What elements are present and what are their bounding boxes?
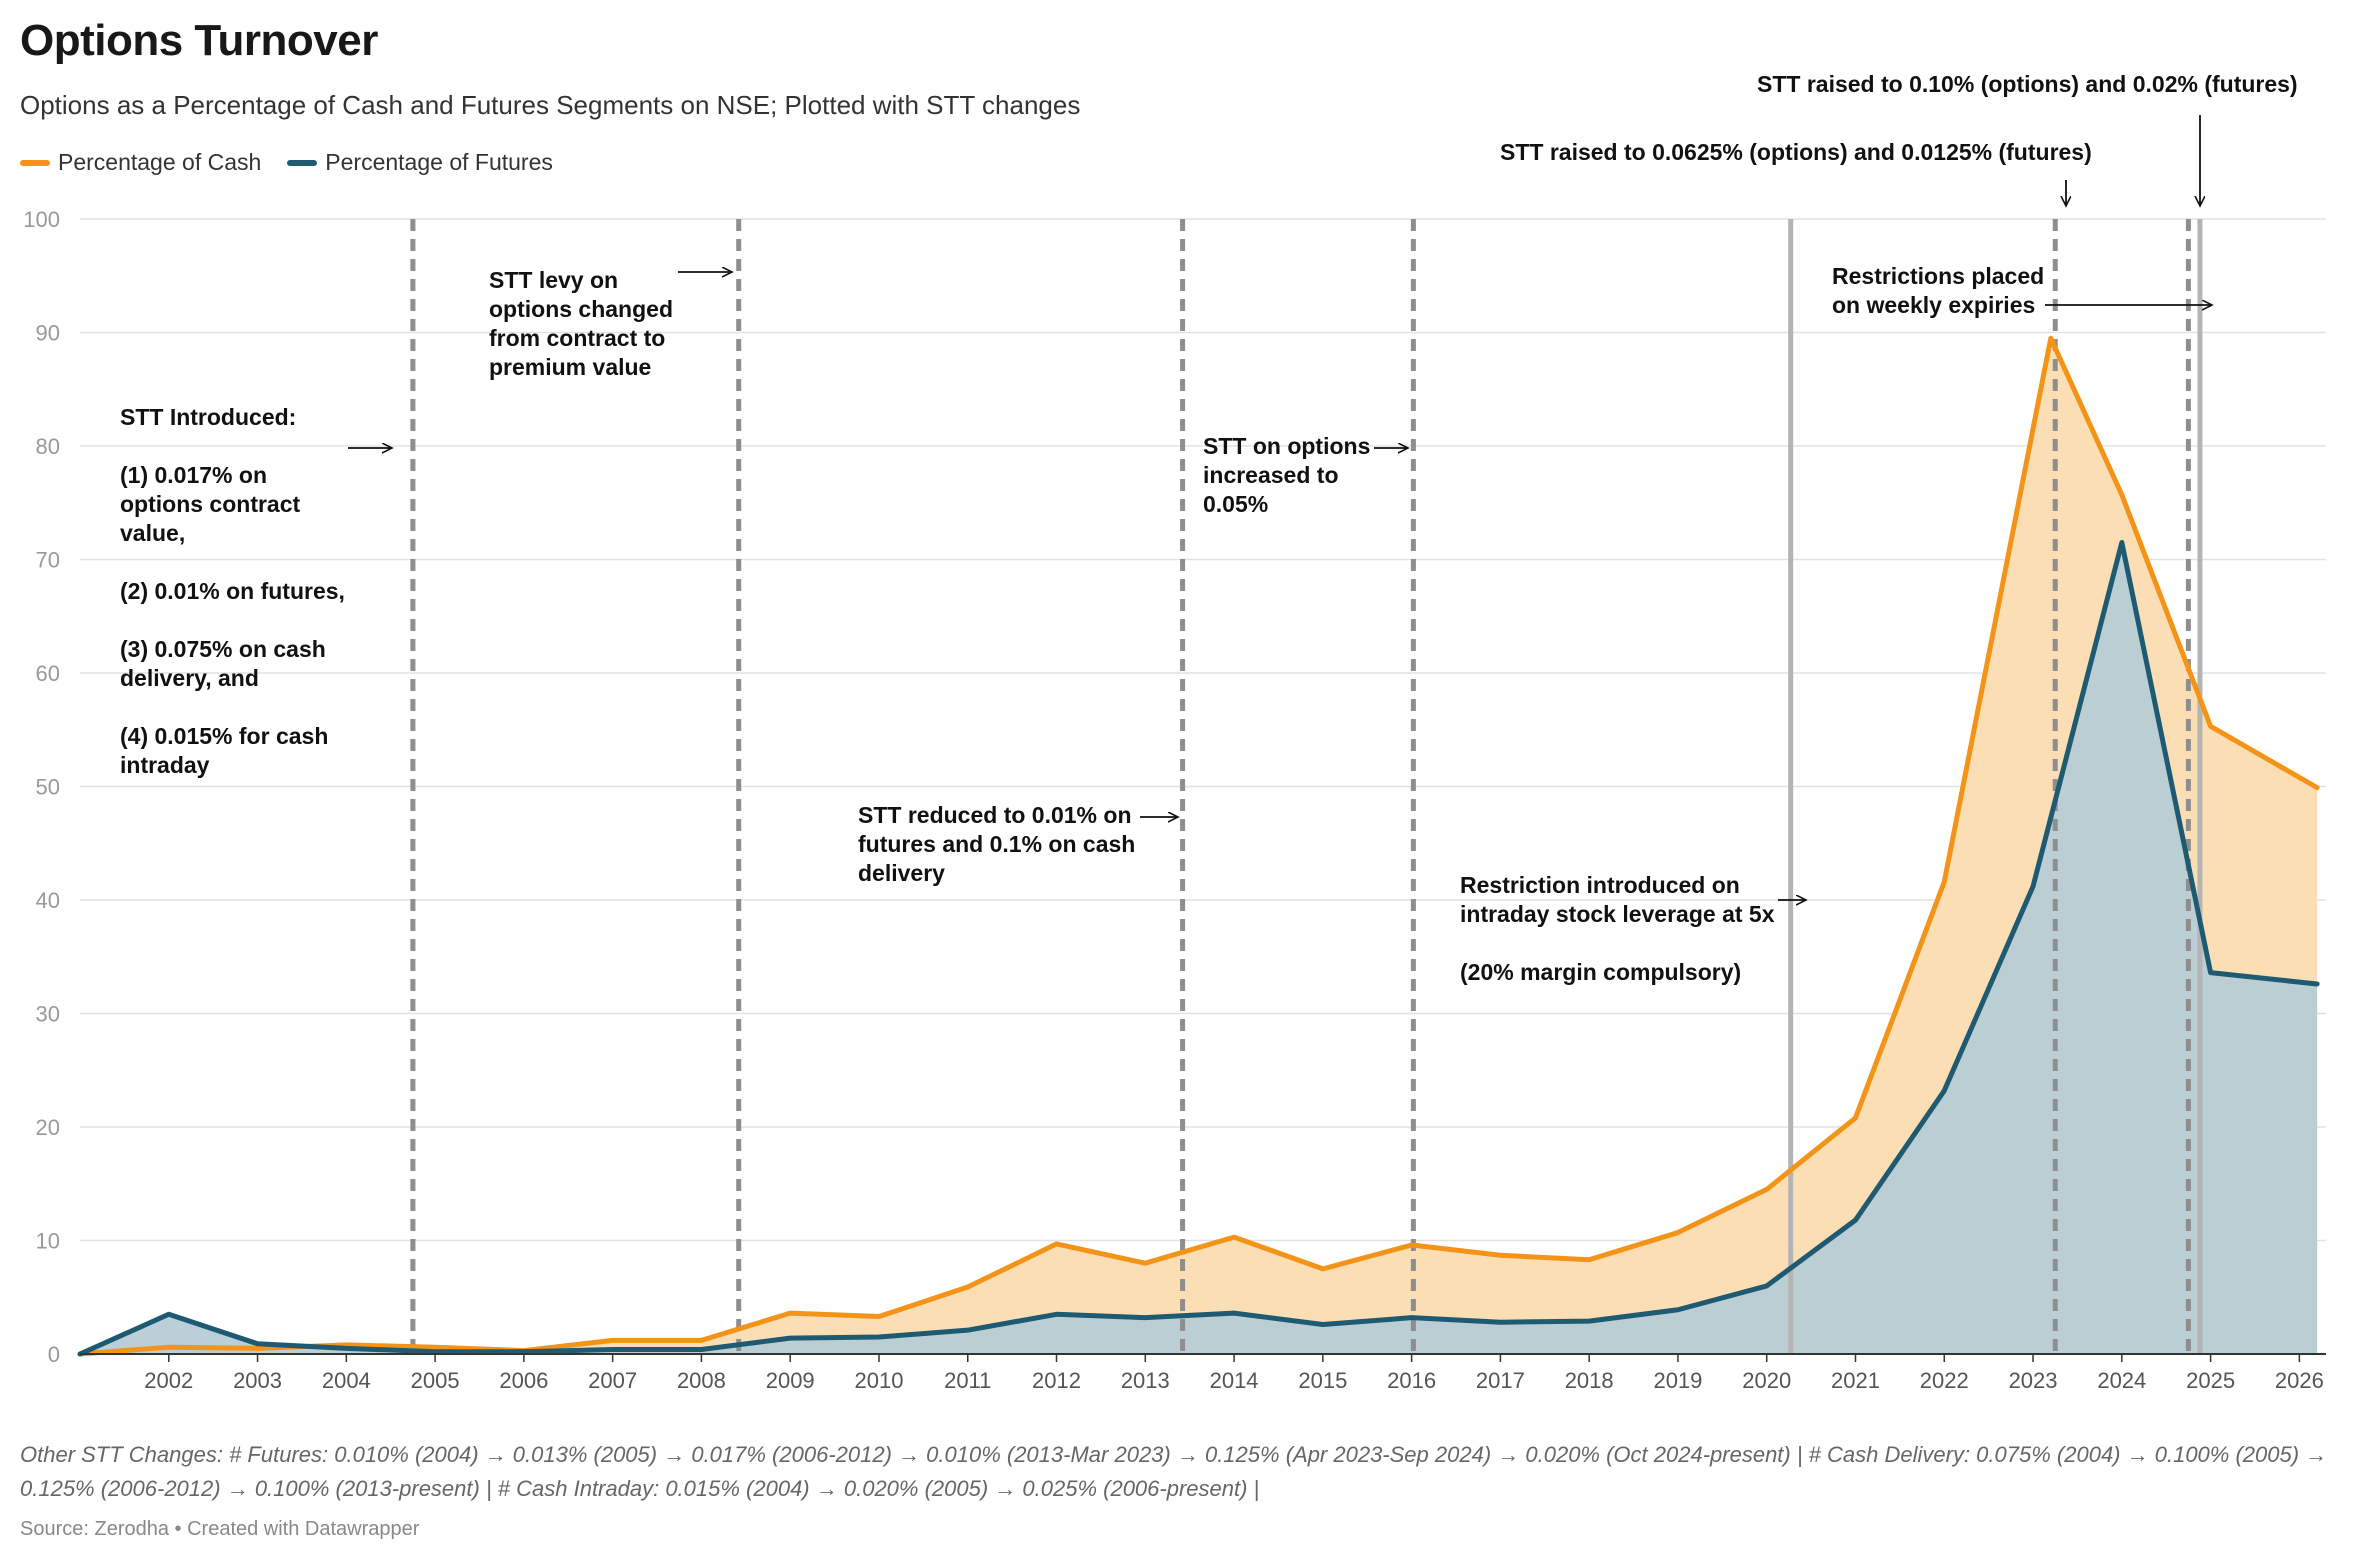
x-tick-label: 2019 xyxy=(1653,1368,1702,1393)
y-tick-label: 20 xyxy=(36,1115,60,1140)
x-tick-label: 2010 xyxy=(854,1368,903,1393)
y-tick-label: 90 xyxy=(36,321,60,346)
footer-source: Source: Zerodha • Created with Datawrapp… xyxy=(20,1518,420,1540)
x-tick-label: 2016 xyxy=(1387,1368,1436,1393)
series-line-1 xyxy=(77,539,2320,1357)
y-tick-label: 0 xyxy=(48,1342,60,1367)
x-tick-label: 2007 xyxy=(588,1368,637,1393)
y-tick-label: 10 xyxy=(36,1229,60,1254)
x-tick-label: 2020 xyxy=(1742,1368,1791,1393)
x-tick-label: 2025 xyxy=(2186,1368,2235,1393)
y-tick-label: 100 xyxy=(23,207,60,232)
x-tick-label: 2015 xyxy=(1298,1368,1347,1393)
annotation-text: STT raised to 0.10% (options) and 0.02% … xyxy=(1757,71,2298,97)
x-tick-label: 2013 xyxy=(1121,1368,1170,1393)
chart-title: Options Turnover xyxy=(20,16,378,65)
y-tick-label: 80 xyxy=(36,434,60,459)
x-tick-label: 2011 xyxy=(944,1368,991,1393)
x-tick-label: 2004 xyxy=(322,1368,371,1393)
annotation-text: STT raised to 0.0625% (options) and 0.01… xyxy=(1500,139,2092,165)
x-tick-label: 2026 xyxy=(2275,1368,2324,1393)
y-tick-label: 30 xyxy=(36,1002,60,1027)
annotation-text: STT reduced to 0.01% on futures and 0.1% … xyxy=(858,802,1135,886)
x-tick-label: 2009 xyxy=(766,1368,815,1393)
x-tick-label: 2008 xyxy=(677,1368,726,1393)
y-tick-label: 60 xyxy=(36,661,60,686)
x-tick-label: 2005 xyxy=(411,1368,460,1393)
y-tick-label: 40 xyxy=(36,888,60,913)
x-tick-label: 2002 xyxy=(144,1368,193,1393)
x-tick-label: 2012 xyxy=(1032,1368,1081,1393)
annotation-text: STT on options increased to 0.05% xyxy=(1203,433,1370,517)
x-tick-label: 2021 xyxy=(1831,1368,1880,1393)
x-tick-label: 2023 xyxy=(2009,1368,2058,1393)
x-tick-label: 2017 xyxy=(1476,1368,1525,1393)
annotation-text: STT Introduced: (1) 0.017% on options con… xyxy=(120,404,345,778)
x-tick-label: 2006 xyxy=(499,1368,548,1393)
y-tick-label: 50 xyxy=(36,775,60,800)
x-tick-label: 2014 xyxy=(1210,1368,1259,1393)
legend-swatch-futures xyxy=(287,159,318,166)
chart-plot: 0 10 20 30 40 50 60 70 80 90 100 2002 2003 2004 2005 20… xyxy=(23,71,2326,1393)
x-tick-label: 2018 xyxy=(1565,1368,1614,1393)
legend-label-futures: Percentage of Futures xyxy=(325,149,553,175)
annotation-text: Restrictions placed on weekly expiries xyxy=(1832,263,2044,318)
legend-item-cash: Percentage of Cash xyxy=(20,149,261,176)
y-tick-label: 70 xyxy=(36,548,60,573)
x-tick-label: 2024 xyxy=(2097,1368,2146,1393)
legend-swatch-cash xyxy=(20,159,50,166)
legend-item-futures: Percentage of Futures xyxy=(287,149,553,176)
annotation-text: Restriction introduced on intraday stock … xyxy=(1460,872,1775,985)
x-tick-label: 2003 xyxy=(233,1368,282,1393)
footer-notes: Other STT Changes: # Futures: 0.010% (20… xyxy=(20,1442,2328,1501)
x-tick-label: 2022 xyxy=(1920,1368,1969,1393)
chart-subtitle: Options as a Percentage of Cash and Futu… xyxy=(20,90,1081,120)
series-line-0 xyxy=(77,335,2320,1357)
legend-label-cash: Percentage of Cash xyxy=(58,149,262,175)
chart-legend: Percentage of Cash Percentage of Futures xyxy=(20,149,553,176)
annotation-text: STT levy on options changed from contract … xyxy=(489,267,673,380)
series-area-1 xyxy=(80,542,2318,1354)
